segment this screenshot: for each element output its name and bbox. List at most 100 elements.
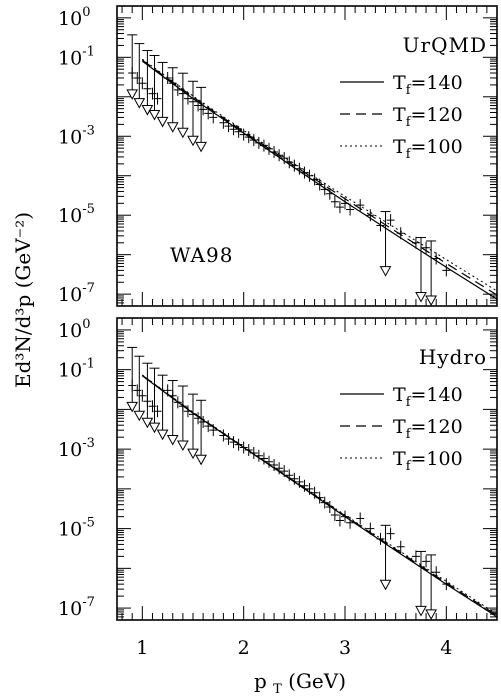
data-point: [148, 400, 157, 413]
data-point: [295, 162, 304, 175]
data-point: [411, 550, 420, 563]
data-point: [305, 482, 314, 495]
model-label: Hydro: [419, 345, 487, 369]
x-tick-label: 2: [238, 637, 250, 659]
data-point: [133, 384, 142, 397]
data-point: [320, 183, 329, 196]
upper-limit-arrow: [126, 89, 139, 100]
data-point: [249, 134, 258, 147]
data-point: [346, 516, 355, 529]
data-point: [346, 203, 355, 216]
data-point: [330, 195, 339, 208]
data-point: [376, 219, 385, 232]
data-point: [305, 169, 314, 182]
upper-limit-arrow: [148, 422, 161, 434]
data-point: [325, 187, 334, 200]
data-point: [239, 128, 248, 141]
data-point: [325, 500, 334, 513]
data-point: [411, 236, 420, 249]
data-point: [315, 491, 324, 504]
data-point: [209, 424, 218, 437]
data-point: [229, 436, 238, 449]
data-point: [148, 87, 157, 100]
upper-limit-arrow: [166, 435, 179, 446]
top-panel: 100 10-1 10-3 10-5 10-7 UrQMD WA98 Tf=140 Tf=120…: [58, 5, 498, 307]
y-tick-label: 10-3: [58, 123, 95, 148]
data-point: [376, 532, 385, 545]
data-point: [244, 444, 253, 457]
model-label: UrQMD: [403, 33, 487, 57]
data-point: [224, 120, 233, 133]
upper-limit-arrow: [415, 292, 427, 303]
data-point: [183, 92, 192, 105]
data-point: [335, 514, 344, 527]
data-point: [356, 512, 365, 525]
data-point: [163, 384, 172, 397]
data-point: [239, 441, 248, 454]
x-axis-title: p T (GeV): [254, 669, 346, 698]
data-point: [219, 429, 228, 442]
x-tick-label: 4: [440, 637, 452, 659]
data-point: [335, 201, 344, 214]
data-point: [265, 455, 273, 468]
data-point: [386, 527, 395, 540]
data-point: [341, 197, 349, 210]
upper-limit-arrow: [379, 266, 392, 277]
y-tick-label: 10-7: [58, 595, 95, 620]
data-point: [209, 111, 218, 124]
y-tick-label: 10-1: [58, 357, 95, 382]
data-point: [244, 131, 253, 144]
upper-limit-arrow: [415, 605, 427, 617]
upper-limit-arrow: [133, 410, 146, 422]
data-point: [442, 264, 451, 277]
data-point: [285, 469, 294, 482]
data-point: [315, 178, 324, 191]
data-point: [270, 145, 279, 158]
y-tick-label: 100: [58, 317, 90, 342]
data-point: [280, 152, 289, 165]
y-axis-title: Ed³N/d³p (GeV⁻²): [11, 212, 35, 388]
data-point: [234, 125, 243, 138]
upper-limit-arrow: [425, 295, 437, 306]
data-point: [219, 116, 228, 129]
x-tick-label: 3: [339, 637, 351, 659]
data-point: [229, 123, 238, 136]
data-point: [199, 103, 208, 116]
y-tick-label: 10-5: [58, 202, 95, 227]
data-point: [366, 209, 375, 222]
legend-label: Tf=100: [393, 448, 463, 474]
data-point: [290, 472, 299, 485]
upper-limit-arrow: [166, 122, 179, 133]
upper-limit-arrow: [195, 141, 207, 153]
x-tick-label: 1: [136, 637, 148, 659]
x-axis-title-unit: (GeV): [288, 669, 346, 693]
y-tick-label: 10-5: [58, 516, 95, 541]
upper-limit-arrow: [187, 135, 199, 147]
y-tick-label: 10-7: [58, 281, 95, 306]
y-tick-label: 10-1: [58, 44, 95, 69]
data-point: [422, 555, 431, 568]
data-point: [270, 458, 279, 471]
data-point: [366, 522, 375, 535]
data-point: [163, 71, 172, 84]
data-point: [173, 396, 182, 409]
data-point: [300, 479, 309, 492]
y-tick-label: 10-3: [58, 436, 95, 461]
upper-limit-arrow: [133, 98, 146, 109]
data-point: [259, 139, 268, 152]
upper-limit-arrow: [187, 448, 199, 460]
data-point: [356, 199, 365, 212]
data-point: [396, 227, 405, 240]
data-point: [320, 496, 329, 509]
data-point: [204, 107, 213, 120]
upper-limit-arrow: [156, 116, 169, 128]
legend-label: Tf=120: [393, 104, 463, 130]
data-point: [254, 449, 263, 462]
legend-label: Tf=140: [393, 72, 463, 98]
legend-label: Tf=140: [393, 384, 463, 410]
upper-limit-arrow: [379, 579, 392, 591]
bottom-panel: 100 10-1 10-3 10-5 10-7 1 2 3 4 Hydro Tf=140 Tf=120…: [58, 317, 498, 659]
data-point: [290, 159, 299, 172]
data-point: [442, 578, 451, 591]
